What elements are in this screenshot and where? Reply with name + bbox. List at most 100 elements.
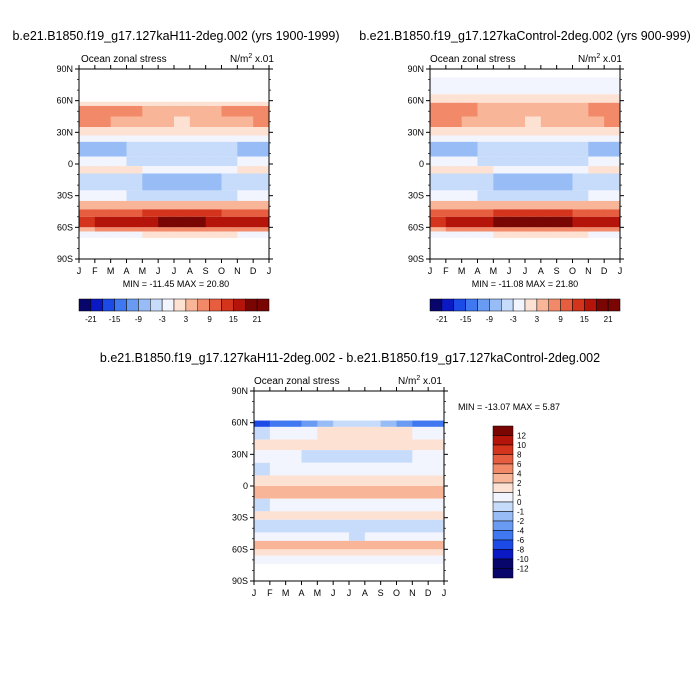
field-cell xyxy=(126,156,143,167)
field-cell xyxy=(477,200,494,210)
field-cell xyxy=(94,135,112,142)
field-cell xyxy=(412,462,429,476)
field-cell xyxy=(396,450,413,463)
field-cell xyxy=(333,498,350,512)
field-cell xyxy=(158,156,175,167)
field-cell xyxy=(174,156,191,167)
field-cell xyxy=(364,511,382,520)
field-cell xyxy=(158,216,175,228)
field-cell xyxy=(253,116,270,128)
field-cell xyxy=(430,209,447,217)
field-cell xyxy=(205,231,222,238)
field-cell xyxy=(237,166,254,174)
field-cell xyxy=(396,540,413,550)
field-cell xyxy=(396,511,413,520)
colorbar-box xyxy=(572,298,585,312)
x-tick-label: D xyxy=(425,588,432,598)
field-cell xyxy=(412,498,429,512)
field-cell xyxy=(412,532,429,541)
field-cell xyxy=(604,166,621,174)
field-cell xyxy=(364,549,382,556)
field-cell xyxy=(333,532,350,541)
field-cell xyxy=(588,116,605,128)
field-cell xyxy=(445,141,463,157)
field-cell xyxy=(126,105,143,117)
field-cell xyxy=(349,532,366,541)
field-cell xyxy=(572,227,589,232)
field-cell xyxy=(142,105,159,117)
colorbar-box xyxy=(492,511,514,522)
field-cell xyxy=(540,216,558,228)
field-cell xyxy=(110,231,127,238)
colorbar-box xyxy=(492,568,514,579)
field-cell xyxy=(380,439,397,451)
field-cell xyxy=(174,101,191,106)
field-cell xyxy=(493,141,510,157)
field-cell xyxy=(430,173,447,191)
y-tick-label: 30N xyxy=(407,127,424,137)
field-cell xyxy=(205,105,222,117)
colorbar-box xyxy=(150,298,163,312)
colorbar-label: -12 xyxy=(517,565,529,574)
field-cell xyxy=(380,498,397,512)
field-cell xyxy=(237,231,254,238)
field-cell xyxy=(556,102,573,117)
field-cell xyxy=(572,156,589,167)
colorbar-box xyxy=(245,298,258,312)
field-cell xyxy=(94,216,112,228)
field-cell xyxy=(205,190,222,201)
field-cell xyxy=(525,173,542,191)
colorbar-label: -15 xyxy=(109,315,121,324)
field-cell xyxy=(493,173,510,191)
field-cell xyxy=(556,166,573,174)
field-cell xyxy=(158,166,175,174)
field-cell xyxy=(525,190,542,201)
x-tick-label: N xyxy=(409,588,416,598)
field-cell xyxy=(189,116,207,128)
field-cell xyxy=(588,209,605,217)
colorbar-label: -21 xyxy=(85,315,97,324)
field-cell xyxy=(445,216,463,228)
field-cell xyxy=(430,156,447,167)
x-tick-label: N xyxy=(585,266,592,276)
field-cell xyxy=(445,156,463,167)
field-cell xyxy=(445,127,463,136)
field-cell xyxy=(317,555,334,565)
colorbar-label: -6 xyxy=(517,536,525,545)
field-cell xyxy=(285,511,302,520)
field-cell xyxy=(94,190,112,201)
field-cell xyxy=(79,135,96,142)
panel-title: b.e21.B1850.f19_g17.127kaH11-2deg.002 (y… xyxy=(12,29,339,43)
field-cell xyxy=(461,216,478,228)
field-cell xyxy=(253,156,270,167)
field-cell xyxy=(126,231,143,238)
field-cell xyxy=(254,486,271,499)
field-cell xyxy=(461,94,478,103)
field-cell xyxy=(253,216,270,228)
field-cell xyxy=(301,511,318,520)
y-tick-label: 0 xyxy=(68,159,73,169)
colorbar-box xyxy=(209,298,222,312)
field-cell xyxy=(221,101,238,106)
field-cell xyxy=(254,420,271,427)
colorbar-label: -8 xyxy=(517,546,525,555)
field-cell xyxy=(126,116,143,128)
field-cell xyxy=(285,450,302,463)
field-cell xyxy=(556,190,573,201)
field-cell xyxy=(269,462,287,476)
field-cell xyxy=(79,141,96,157)
field-cell xyxy=(364,540,382,550)
field-cell xyxy=(493,231,510,238)
field-cell xyxy=(269,519,287,533)
field-cell xyxy=(477,135,494,142)
field-cell xyxy=(430,135,447,142)
field-cell xyxy=(205,116,222,128)
field-cell xyxy=(477,77,494,95)
field-cell xyxy=(174,173,191,191)
field-cell xyxy=(142,209,159,217)
field-cell xyxy=(509,94,526,103)
field-cell xyxy=(110,141,127,157)
field-cell xyxy=(445,231,463,238)
field-cell xyxy=(380,511,397,520)
field-cell xyxy=(461,102,478,117)
